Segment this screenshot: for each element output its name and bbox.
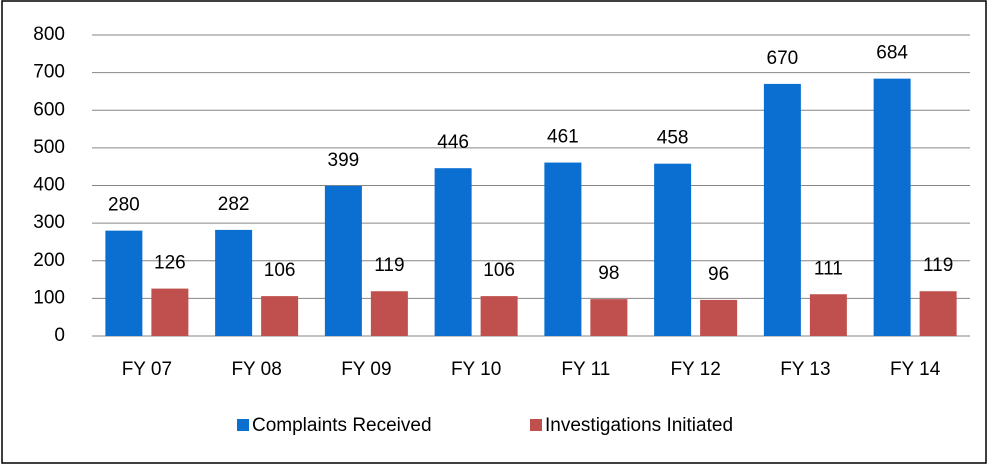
bar — [654, 163, 692, 336]
legend-swatch — [237, 419, 249, 431]
value-label: 96 — [708, 264, 729, 285]
legend-label: Complaints Received — [252, 415, 432, 436]
bar — [873, 78, 911, 337]
x-tick-label: FY 09 — [341, 359, 391, 380]
bar — [480, 296, 518, 336]
value-label: 126 — [154, 253, 186, 274]
y-tick-label: 600 — [33, 99, 65, 120]
bar — [105, 230, 143, 336]
x-tick-label: FY 10 — [451, 359, 501, 380]
value-label: 684 — [876, 43, 908, 64]
y-tick-label: 300 — [33, 212, 65, 233]
bar — [700, 299, 738, 336]
y-tick-label: 200 — [33, 250, 65, 271]
value-label: 119 — [374, 255, 404, 276]
legend-label: Investigations Initiated — [545, 415, 733, 436]
bar — [763, 83, 801, 336]
bar — [919, 291, 957, 336]
bar — [215, 229, 253, 336]
x-tick-label: FY 07 — [122, 359, 172, 380]
bar — [261, 296, 299, 336]
x-tick-label: FY 08 — [231, 359, 281, 380]
bar — [590, 299, 628, 336]
bar — [151, 288, 189, 336]
value-label: 119 — [923, 255, 953, 276]
value-label: 399 — [328, 150, 360, 171]
value-label: 106 — [483, 260, 515, 281]
x-tick-label: FY 13 — [780, 359, 830, 380]
value-label: 280 — [108, 195, 140, 216]
bar — [370, 291, 408, 336]
y-tick-label: 400 — [33, 175, 65, 196]
legend-swatch — [530, 419, 542, 431]
y-tick-label: 0 — [54, 325, 65, 346]
y-tick-label: 700 — [33, 62, 65, 83]
value-label: 98 — [598, 263, 619, 284]
y-tick-label: 500 — [33, 137, 65, 158]
value-label: 106 — [264, 260, 296, 281]
value-label: 670 — [767, 48, 799, 69]
x-tick-label: FY 12 — [670, 359, 720, 380]
value-label: 458 — [657, 128, 689, 149]
bar — [324, 185, 362, 336]
y-tick-label: 100 — [33, 287, 65, 308]
x-tick-label: FY 14 — [890, 359, 941, 380]
y-tick-label: 800 — [33, 24, 65, 45]
bar — [809, 294, 847, 336]
x-tick-label: FY 11 — [561, 359, 610, 380]
value-label: 111 — [814, 258, 843, 279]
bar — [434, 168, 472, 336]
value-label: 446 — [437, 132, 469, 153]
value-label: 461 — [547, 127, 579, 148]
bar — [544, 162, 582, 336]
value-label: 282 — [218, 194, 250, 215]
